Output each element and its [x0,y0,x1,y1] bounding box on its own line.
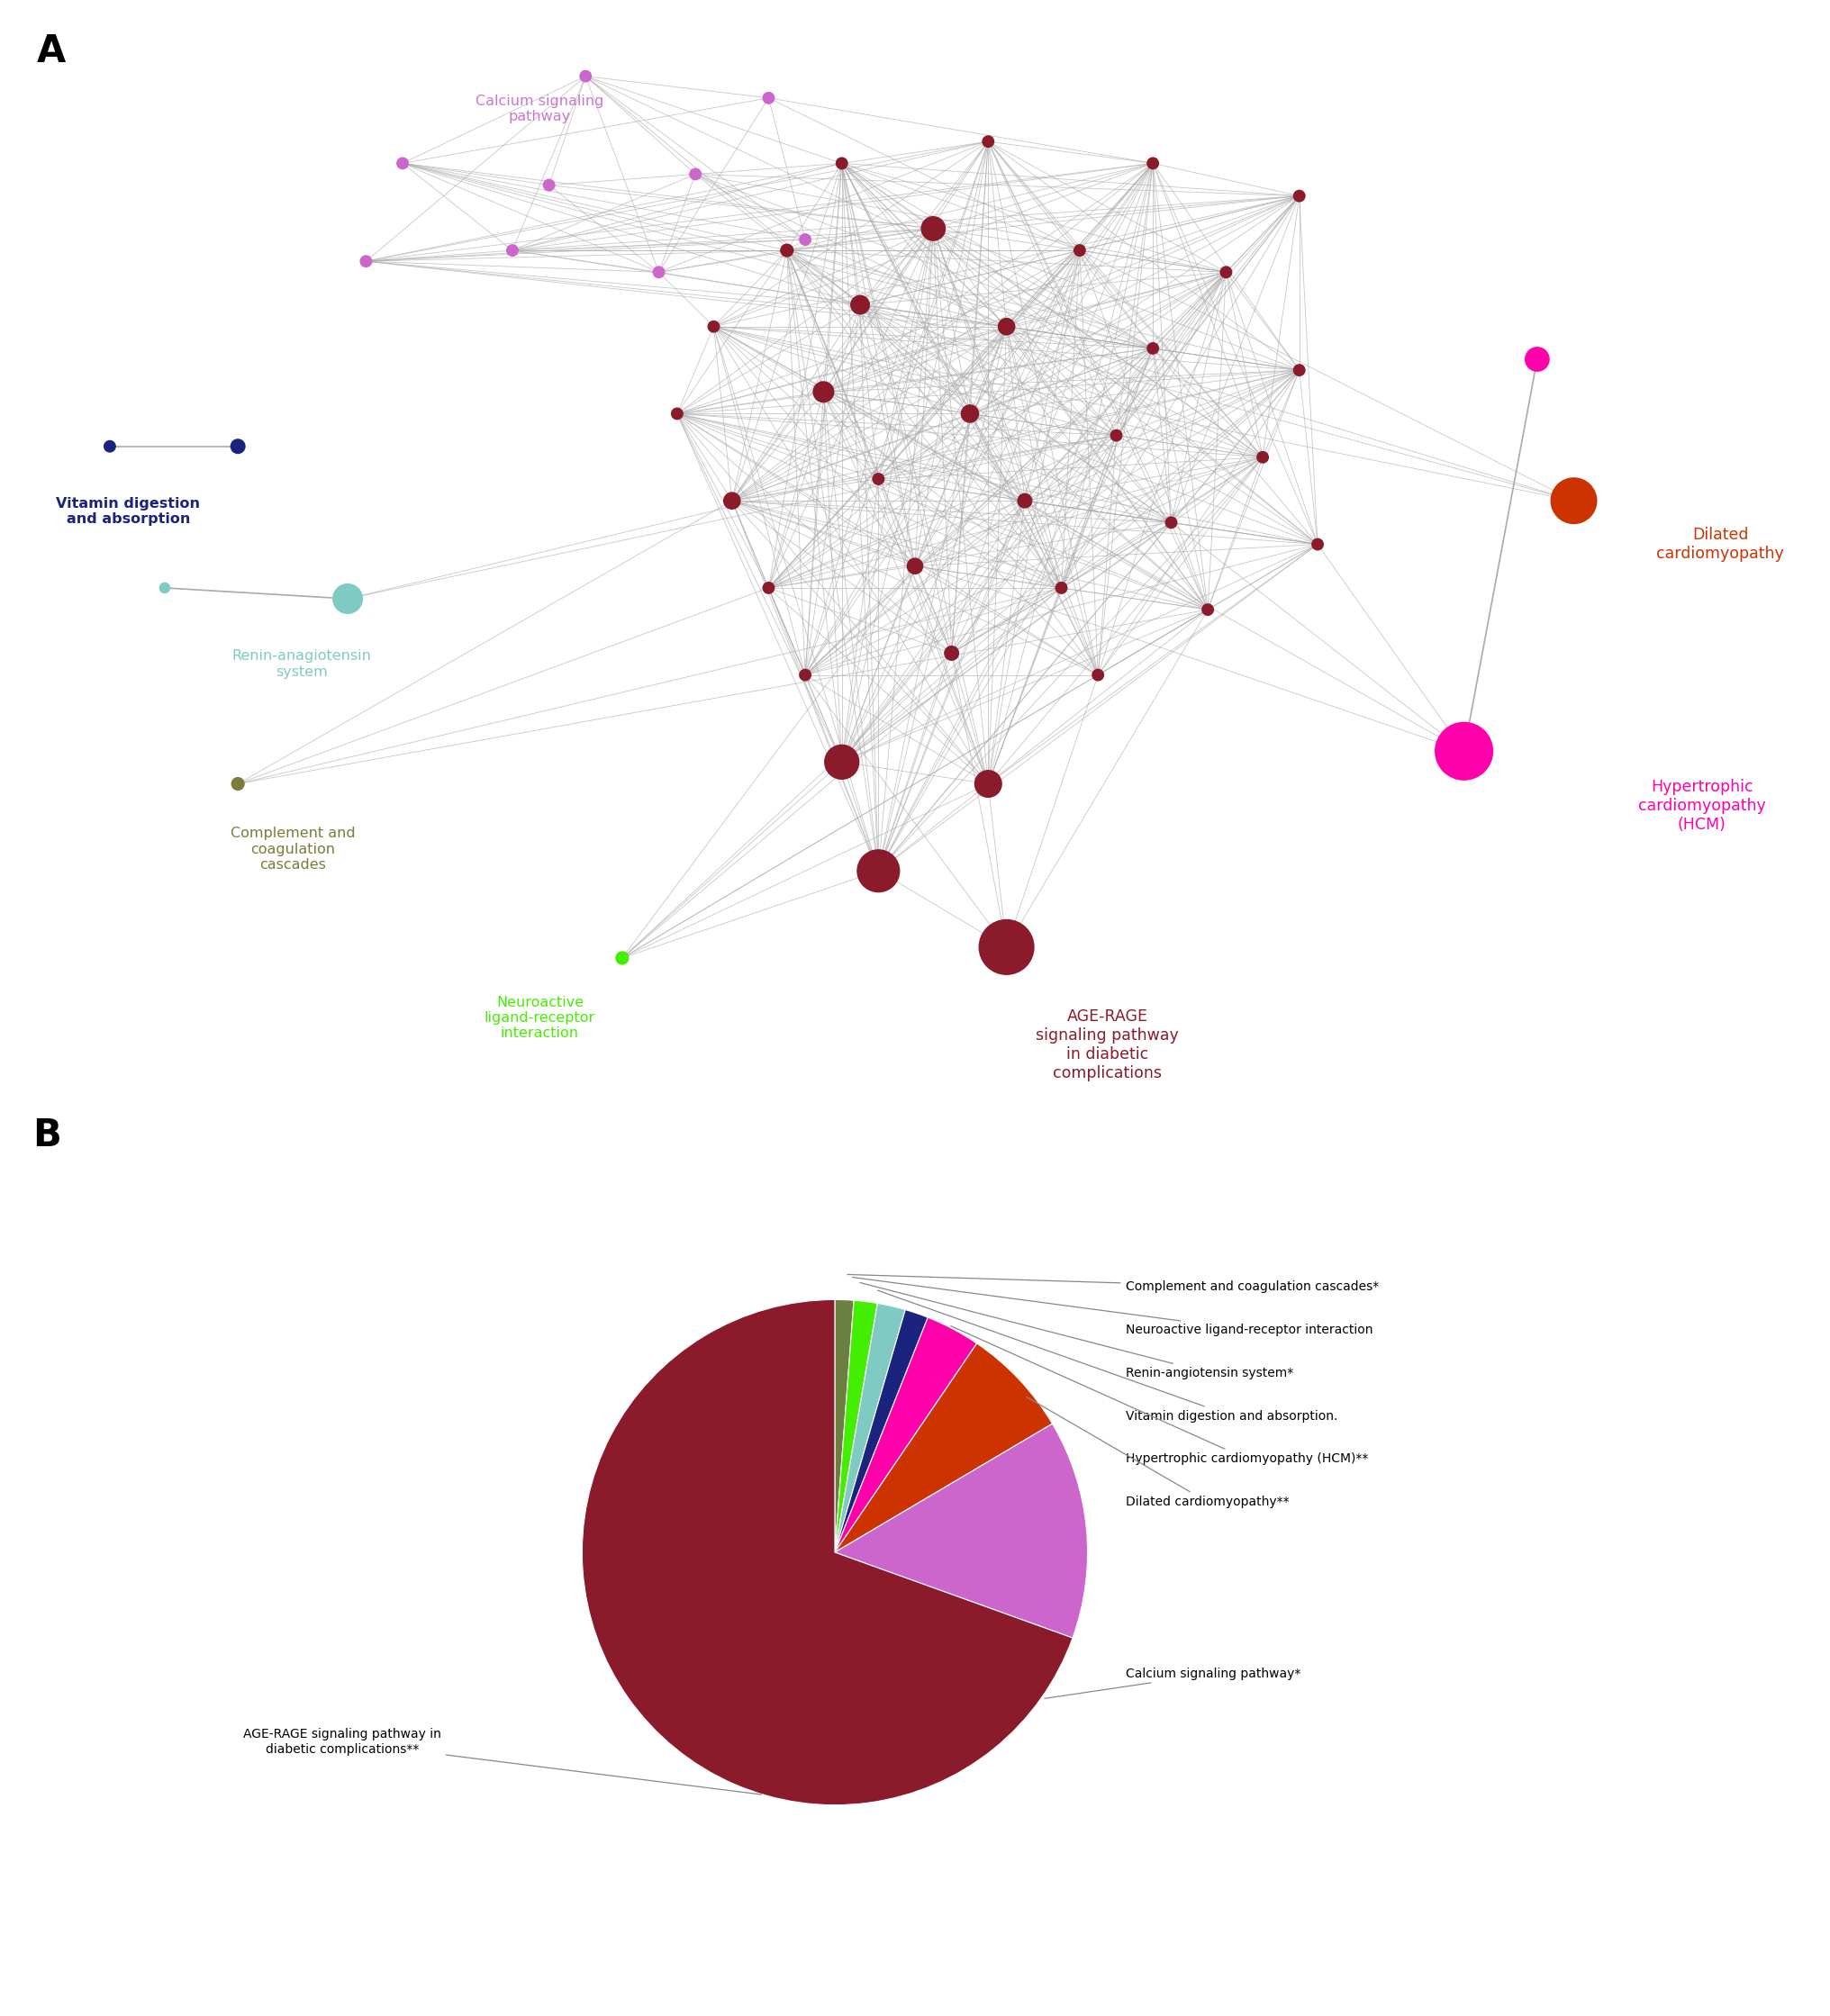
Point [1285,355,1314,387]
Text: Calcium signaling
pathway: Calcium signaling pathway [476,95,604,123]
Point [772,234,802,266]
Text: Neuroactive ligand-receptor interaction: Neuroactive ligand-receptor interaction [853,1278,1372,1337]
Point [900,550,930,583]
Text: Renin-angiotensin system*: Renin-angiotensin system* [860,1282,1294,1379]
Point [150,573,179,605]
Point [644,256,673,288]
Text: AGE-RAGE
signaling pathway
in diabetic
complications: AGE-RAGE signaling pathway in diabetic c… [1036,1008,1179,1081]
Point [864,464,893,496]
Point [791,224,820,256]
Point [937,637,966,669]
Point [1303,528,1332,560]
Wedge shape [834,1343,1052,1552]
Point [809,375,838,407]
Text: Neuroactive
ligand-receptor
interaction: Neuroactive ligand-receptor interaction [485,996,595,1040]
Text: B: B [33,1117,62,1155]
Point [754,83,783,115]
Point [992,931,1021,964]
Point [223,429,253,462]
Point [791,659,820,691]
Point [681,157,710,190]
Point [845,288,875,321]
Point [955,397,985,429]
Point [608,941,637,974]
Point [498,234,527,266]
Point [1523,343,1552,375]
Point [1449,736,1479,768]
Point [223,768,253,800]
Wedge shape [834,1300,878,1552]
Wedge shape [582,1300,1072,1804]
Point [534,169,564,202]
Point [351,246,381,278]
Wedge shape [834,1316,977,1552]
Text: Calcium signaling pathway*: Calcium signaling pathway* [1045,1667,1301,1699]
Point [827,147,856,179]
Point [95,429,124,462]
Point [974,125,1003,157]
Point [571,60,600,93]
Point [974,768,1003,800]
Point [1211,256,1241,288]
Point [662,397,692,429]
Point [717,484,747,516]
Point [699,310,728,343]
Point [388,147,417,179]
Point [864,855,893,887]
Point [992,310,1021,343]
Point [1010,484,1039,516]
Point [919,212,948,244]
Text: Dilated cardiomyopathy**: Dilated cardiomyopathy** [1027,1397,1288,1508]
Text: Vitamin digestion
and absorption: Vitamin digestion and absorption [57,498,199,526]
Wedge shape [834,1310,928,1552]
Point [1559,484,1588,516]
Point [1285,179,1314,212]
Text: Hypertrophic cardiomyopathy (HCM)**: Hypertrophic cardiomyopathy (HCM)** [952,1327,1369,1466]
Point [1083,659,1113,691]
Point [754,573,783,605]
Point [333,583,362,615]
Point [1102,419,1131,452]
Text: AGE-RAGE signaling pathway in
diabetic complications**: AGE-RAGE signaling pathway in diabetic c… [243,1728,761,1794]
Point [827,746,856,778]
Point [1193,593,1222,625]
Text: Complement and
coagulation
cascades: Complement and coagulation cascades [231,827,355,871]
Point [1157,506,1186,538]
Text: Hypertrophic
cardiomyopathy
(HCM): Hypertrophic cardiomyopathy (HCM) [1638,778,1766,833]
Text: Vitamin digestion and absorption.: Vitamin digestion and absorption. [878,1290,1338,1421]
Text: A: A [37,32,66,71]
Text: Dilated
cardiomyopathy: Dilated cardiomyopathy [1656,526,1784,562]
Wedge shape [834,1423,1087,1637]
Text: Renin-anagiotensin
system: Renin-anagiotensin system [232,649,371,679]
Point [1248,442,1277,474]
Point [1138,333,1168,365]
Text: Complement and coagulation cascades*: Complement and coagulation cascades* [847,1274,1378,1294]
Point [1047,573,1076,605]
Wedge shape [834,1300,855,1552]
Point [1138,147,1168,179]
Point [1065,234,1094,266]
Wedge shape [834,1302,906,1552]
